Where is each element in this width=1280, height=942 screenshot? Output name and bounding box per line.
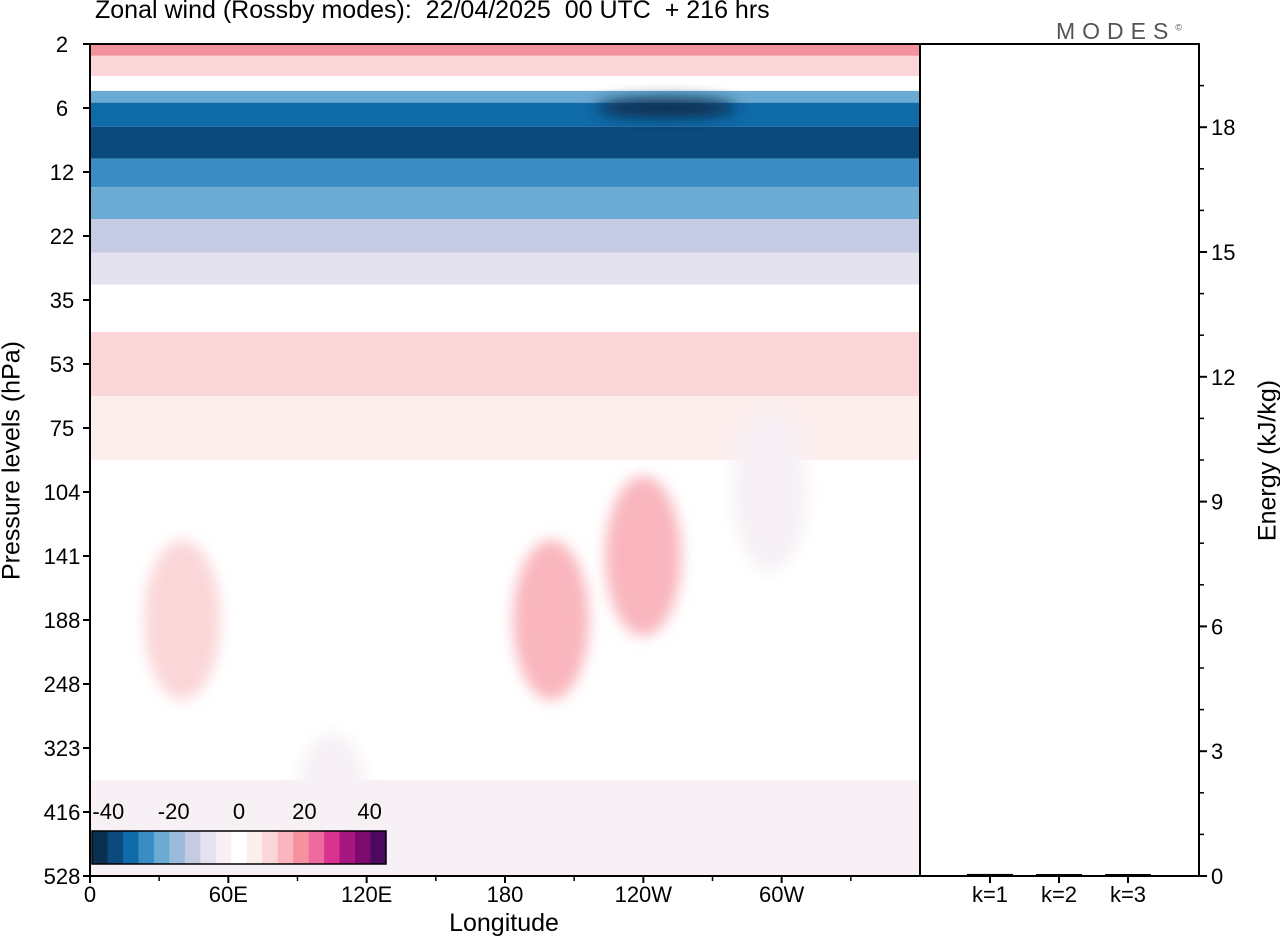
y-tick-label: 416: [44, 800, 81, 825]
chart-title: Zonal wind (Rossby modes): 22/04/2025 00…: [95, 0, 770, 24]
colorbar-swatch: [215, 831, 232, 864]
colorbar-swatch: [262, 831, 279, 864]
colorbar-tick-label: 20: [292, 799, 316, 824]
y-tick-label: 104: [44, 480, 81, 505]
contour-blob: [732, 412, 809, 572]
energy-tick-label: 3: [1211, 739, 1223, 764]
colorbar-swatch: [246, 831, 263, 864]
contour-band: [90, 187, 920, 220]
x-tick-label: 120W: [615, 882, 673, 907]
colorbar-swatch: [339, 831, 356, 864]
category-label: k=2: [1041, 882, 1077, 907]
energy-tick-label: 6: [1211, 614, 1223, 639]
colorbar-swatch: [153, 831, 170, 864]
contour-features: [144, 98, 809, 876]
energy-tick-label: 12: [1211, 365, 1235, 390]
contour-band: [90, 102, 920, 127]
energy-tick-label: 9: [1211, 490, 1223, 515]
colorbar-tick-label: -40: [92, 799, 124, 824]
contour-blob: [144, 540, 221, 700]
contour-band: [90, 55, 920, 76]
y-tick-label: 323: [44, 736, 81, 761]
x-tick-label: 180: [487, 882, 524, 907]
y-tick-label: 75: [50, 416, 74, 441]
colorbar-tick-label: 0: [233, 799, 245, 824]
y-tick-label: 12: [50, 160, 74, 185]
contour-band: [90, 158, 920, 188]
contour-band: [90, 76, 920, 91]
colorbar-swatch: [92, 831, 108, 864]
x-tick-label: 60E: [209, 882, 248, 907]
y-tick-label: 2: [56, 32, 68, 57]
contour-blob: [605, 476, 682, 636]
y-tick-label: 528: [44, 864, 81, 889]
x-tick-label: 120E: [341, 882, 392, 907]
contour-band: [90, 219, 920, 253]
energy-bar: [1036, 874, 1082, 876]
energy-tick-label: 15: [1211, 240, 1235, 265]
colorbar-swatch: [308, 831, 325, 864]
colorbar-swatch: [184, 831, 201, 864]
x-tick-label: 0: [84, 882, 96, 907]
colorbar-swatch: [324, 831, 341, 864]
contour-band: [90, 252, 920, 285]
modes-logo: MODES©: [1056, 18, 1182, 44]
colorbar-swatch: [231, 831, 248, 864]
contour-band: [90, 44, 920, 56]
y-tick-label: 141: [44, 544, 81, 569]
energy-tick-label: 18: [1211, 115, 1235, 140]
category-label: k=3: [1110, 882, 1146, 907]
colorbar-swatch: [138, 831, 155, 864]
contour-band: [90, 652, 920, 716]
contour-band: [90, 90, 920, 103]
x-tick-label: 60W: [759, 882, 804, 907]
contour-blob: [596, 98, 737, 118]
colorbar-swatch: [200, 831, 217, 864]
y-tick-label: 188: [44, 608, 81, 633]
colorbar-swatch: [169, 831, 186, 864]
colorbar-swatch: [355, 831, 372, 864]
contour-field: [90, 44, 920, 876]
colorbar-tick-label: -20: [158, 799, 190, 824]
category-label: k=1: [972, 882, 1008, 907]
colorbar-swatch: [277, 831, 294, 864]
contour-blob: [513, 540, 590, 700]
contour-band: [90, 332, 920, 396]
contour-band: [90, 588, 920, 652]
y-tick-label: 6: [56, 96, 68, 121]
y-tick-label: 53: [50, 352, 74, 377]
colorbar-tick-label: 40: [357, 799, 381, 824]
x-axis-label: Longitude: [449, 909, 559, 937]
energy-tick-label: 0: [1211, 864, 1223, 889]
colorbar-swatch: [293, 831, 310, 864]
colorbar-swatch: [122, 831, 139, 864]
colorbar-swatch: [107, 831, 124, 864]
colorbar-swatch: [370, 831, 387, 864]
y-tick-label: 248: [44, 672, 81, 697]
y-tick-label: 35: [50, 288, 74, 313]
contour-band: [90, 716, 920, 780]
energy-frame: [919, 43, 1200, 877]
contour-band: [90, 284, 920, 332]
energy-bar: [967, 873, 1013, 876]
energy-bar: [1105, 874, 1151, 876]
colorbar-frame: [91, 830, 387, 865]
contour-band: [90, 126, 920, 159]
y-tick-label: 22: [50, 224, 74, 249]
